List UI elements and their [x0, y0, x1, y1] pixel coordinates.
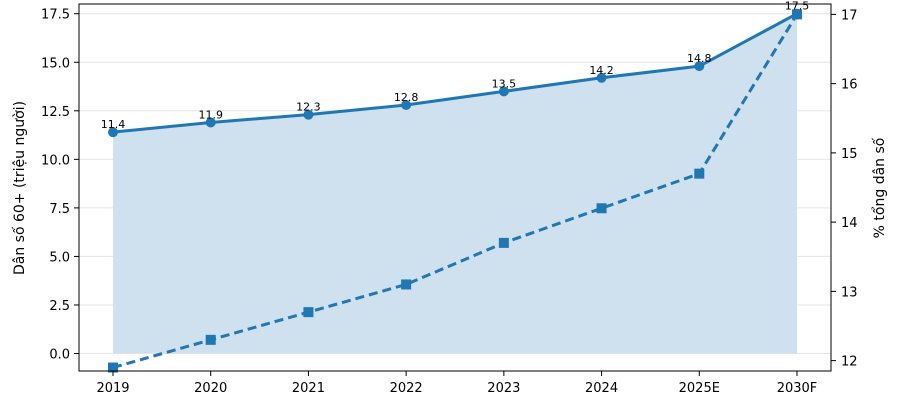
- y-tick-label: 5.0: [49, 250, 70, 265]
- x-tick-label: 2020: [194, 381, 227, 396]
- series-2-point: [401, 279, 412, 290]
- y-tick-label: 2.5: [49, 299, 70, 314]
- y-tick-label: 7.5: [49, 202, 70, 217]
- y-tick-label: 15.0: [41, 56, 70, 71]
- series-2-point: [303, 307, 314, 318]
- x-tick-label: 2019: [96, 381, 129, 396]
- x-tick-label: 2025E: [679, 381, 720, 396]
- y2-tick-label: 14: [841, 216, 858, 231]
- series-1-point: [108, 127, 118, 138]
- series-1-point: [303, 109, 314, 120]
- x-tick-label: 2023: [487, 381, 520, 396]
- x-tick-label: 2021: [292, 381, 325, 396]
- data-label: 12.8: [394, 91, 419, 104]
- series-2-point: [694, 168, 705, 179]
- series-2-point: [596, 203, 607, 214]
- y-tick-label: 17.5: [41, 8, 70, 23]
- data-label: 11.4: [101, 118, 126, 131]
- y-axis-title: Dân số 60+ (triệu người): [11, 101, 28, 275]
- y-tick-label: 0.0: [49, 348, 70, 363]
- y2-tick-label: 15: [841, 147, 858, 162]
- y-tick-label: 10.0: [41, 153, 70, 168]
- x-tick-label: 2024: [585, 381, 618, 396]
- y2-tick-label: 16: [841, 78, 858, 93]
- series-1-point: [205, 117, 216, 128]
- series-1-point: [498, 86, 509, 97]
- area-layer: [113, 13, 797, 354]
- data-label: 13.5: [492, 77, 517, 90]
- axis-layer: 2019 2020 2021 2022 2023 2024 2025E 2030F 0.0 2.5…: [41, 3, 858, 396]
- series-1-point: [596, 72, 607, 83]
- data-label: 17.5: [785, 0, 810, 13]
- x-tick-label: 2022: [390, 381, 423, 396]
- series-2-point: [792, 9, 802, 20]
- series-1-line: [112, 12, 798, 134]
- series-1-area: [113, 13, 797, 354]
- series-1-point: [694, 61, 705, 72]
- series-1-point: [401, 99, 412, 110]
- data-label: 11.9: [198, 108, 223, 121]
- data-label: 12.3: [296, 101, 321, 114]
- series-2-line: [112, 13, 799, 369]
- series-2-point: [108, 362, 118, 373]
- y2-tick-label: 12: [841, 355, 858, 370]
- series-2-point: [498, 237, 509, 248]
- plot-frame: [78, 3, 832, 372]
- y-tick-label: 12.5: [41, 105, 70, 120]
- y2-tick-label: 13: [841, 285, 858, 300]
- data-label: 14.8: [687, 52, 712, 65]
- label-layer: 11.4 11.9 12.3 12.8 13.5 14.2 14.8 17.5: [101, 0, 810, 131]
- y2-tick-label: 17: [841, 8, 858, 23]
- series-2-point: [205, 334, 216, 345]
- series-layer: [108, 8, 802, 373]
- x-tick-label: 2030F: [777, 381, 818, 396]
- data-label: 14.2: [589, 64, 614, 77]
- y2-axis-title: % tổng dân số: [871, 137, 888, 238]
